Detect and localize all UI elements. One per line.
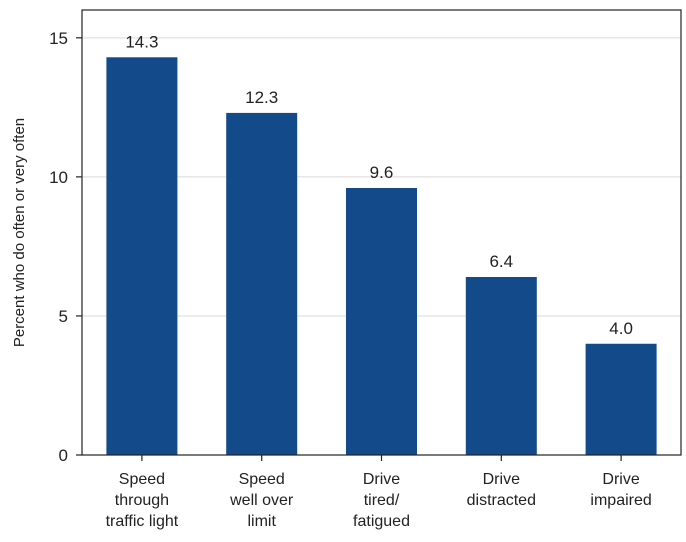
y-tick-label: 10 — [49, 168, 68, 187]
x-category-label: Speed well over limit — [229, 471, 294, 530]
x-axis-categories: Speed through traffic light Speed well over l… — [106, 455, 652, 530]
bar-value-label: 12.3 — [245, 88, 278, 107]
bar — [465, 277, 537, 455]
bar — [346, 188, 417, 455]
data-labels: 14.3 12.3 9.6 6.4 4.0 — [125, 32, 633, 337]
x-category-label: Drive impaired — [590, 471, 651, 509]
bar — [585, 343, 657, 455]
y-tick-label: 0 — [59, 446, 68, 465]
y-tick-label: 5 — [59, 307, 68, 326]
x-category-label: Drive tired/fatigued — [353, 471, 410, 530]
y-axis-title: Percent who do often or very often — [11, 118, 28, 347]
x-category-label: Drive distracted — [467, 471, 536, 509]
x-category-label: Speed through traffic light — [106, 471, 179, 530]
bar — [106, 57, 178, 455]
bars — [106, 57, 657, 455]
y-axis-ticks: 0 5 10 15 — [49, 29, 82, 465]
bar-value-label: 4.0 — [609, 319, 633, 338]
bar-value-label: 6.4 — [489, 252, 513, 271]
bar-value-label: 14.3 — [125, 32, 158, 51]
y-tick-label: 15 — [49, 29, 68, 48]
bar-value-label: 9.6 — [370, 163, 394, 182]
bar — [226, 112, 298, 455]
